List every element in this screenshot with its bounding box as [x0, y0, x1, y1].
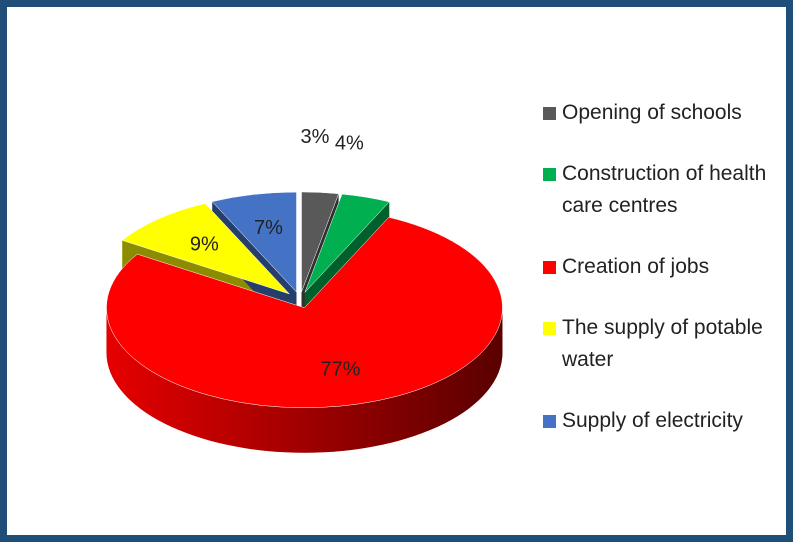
legend-entry: Construction of health care centres: [543, 158, 783, 222]
legend-swatch: [543, 322, 556, 336]
legend-entry: Supply of electricity: [543, 405, 783, 437]
pie-slice: [301, 191, 339, 293]
data-label: 9%: [190, 233, 219, 255]
legend-label: Creation of jobs: [562, 254, 710, 278]
slice-shade: [106, 307, 503, 453]
legend-swatch: [543, 415, 556, 429]
pie-slice: [121, 203, 291, 295]
pie-slice: [106, 216, 503, 409]
data-label: 3%: [301, 126, 330, 148]
legend-label: The supply of potable water: [562, 316, 763, 372]
legend-label: Construction of health care centres: [562, 161, 767, 217]
data-label: 7%: [254, 217, 283, 239]
legend-swatch: [543, 106, 556, 120]
legend-swatch: [543, 167, 556, 181]
legend-entry: Opening of schools: [543, 97, 783, 129]
legend-entry: Creation of jobs: [543, 251, 783, 283]
data-label: 4%: [335, 133, 364, 155]
pie-slice: [211, 191, 297, 293]
legend-label: Opening of schools: [562, 100, 742, 124]
data-label: 77%: [320, 358, 360, 380]
legend-swatch: [543, 260, 556, 274]
pie-slice: [304, 193, 390, 293]
legend-label: Supply of electricity: [562, 409, 743, 433]
legend: Opening of schools Construction of health…: [543, 82, 783, 452]
legend-entry: The supply of potable water: [543, 312, 783, 376]
